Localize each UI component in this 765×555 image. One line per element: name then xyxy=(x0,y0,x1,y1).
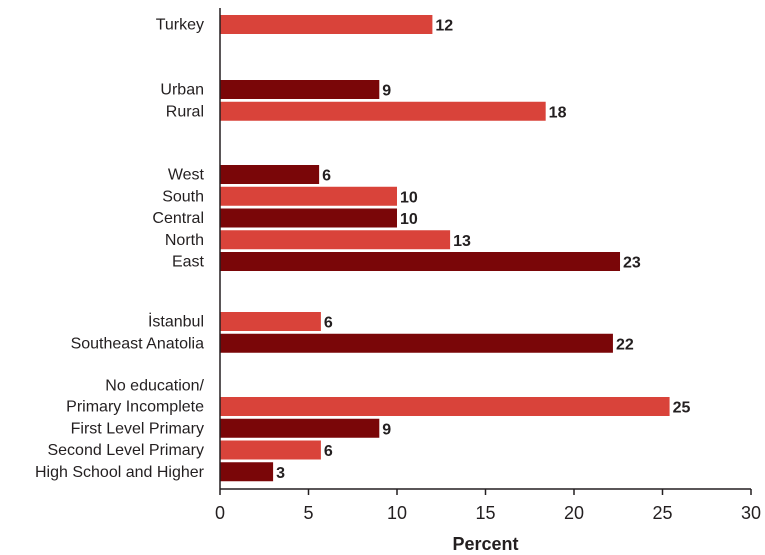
bar xyxy=(220,165,320,184)
category-labels: Turkey Urban Rural West South Central North Eas… xyxy=(35,17,205,481)
category-label: Primary Incomplete xyxy=(66,399,204,416)
category-label: East xyxy=(172,254,205,271)
category-label: South xyxy=(162,188,204,205)
bar xyxy=(220,397,670,416)
value-label: 10 xyxy=(400,211,418,228)
x-tick-label: 10 xyxy=(387,503,407,523)
category-label: Turkey xyxy=(156,17,204,34)
bar xyxy=(220,462,274,482)
value-label: 6 xyxy=(324,443,333,460)
category-label: West xyxy=(168,167,205,184)
x-tick-label: 5 xyxy=(303,503,313,523)
category-label: İstanbul xyxy=(148,312,204,331)
value-label: 6 xyxy=(322,168,331,185)
value-label: 9 xyxy=(382,421,391,438)
value-label: 9 xyxy=(382,83,391,100)
bar xyxy=(220,418,380,438)
x-tick-label: 30 xyxy=(741,503,761,523)
value-labels: 12 9 18 6 10 10 13 23 6 22 25 9 6 3 xyxy=(276,18,690,482)
value-label: 13 xyxy=(453,233,471,250)
category-label: First Level Primary xyxy=(71,420,204,437)
category-label: Central xyxy=(152,210,204,227)
bar xyxy=(220,440,321,460)
x-tick-label: 25 xyxy=(652,503,672,523)
value-label: 10 xyxy=(400,189,418,206)
value-label: 25 xyxy=(673,400,691,417)
x-tick-label: 20 xyxy=(564,503,584,523)
bar xyxy=(220,252,621,271)
bar xyxy=(220,186,397,206)
category-label: High School and Higher xyxy=(35,464,205,481)
value-label: 12 xyxy=(435,18,453,35)
x-tick-label: 0 xyxy=(215,503,225,523)
bar xyxy=(220,333,613,353)
value-label: 22 xyxy=(616,336,634,353)
category-label: Rural xyxy=(166,103,204,120)
value-label: 18 xyxy=(549,104,567,121)
bar xyxy=(220,15,433,34)
value-label: 6 xyxy=(324,315,333,332)
category-label: No education/ xyxy=(105,378,204,395)
category-label: North xyxy=(165,232,204,249)
bar xyxy=(220,101,546,121)
category-label: Southeast Anatolia xyxy=(71,335,205,352)
category-label: Urban xyxy=(160,82,204,99)
bars-layer xyxy=(220,15,670,482)
bar xyxy=(220,312,321,331)
bar xyxy=(220,208,397,228)
value-label: 3 xyxy=(276,465,285,482)
bar xyxy=(220,80,380,99)
value-label: 23 xyxy=(623,255,641,272)
x-ticks: 0 5 10 15 20 25 30 xyxy=(215,489,761,523)
x-tick-label: 15 xyxy=(475,503,495,523)
category-label: Second Level Primary xyxy=(47,442,204,459)
bar xyxy=(220,230,451,250)
x-axis-title: Percent xyxy=(452,534,518,554)
